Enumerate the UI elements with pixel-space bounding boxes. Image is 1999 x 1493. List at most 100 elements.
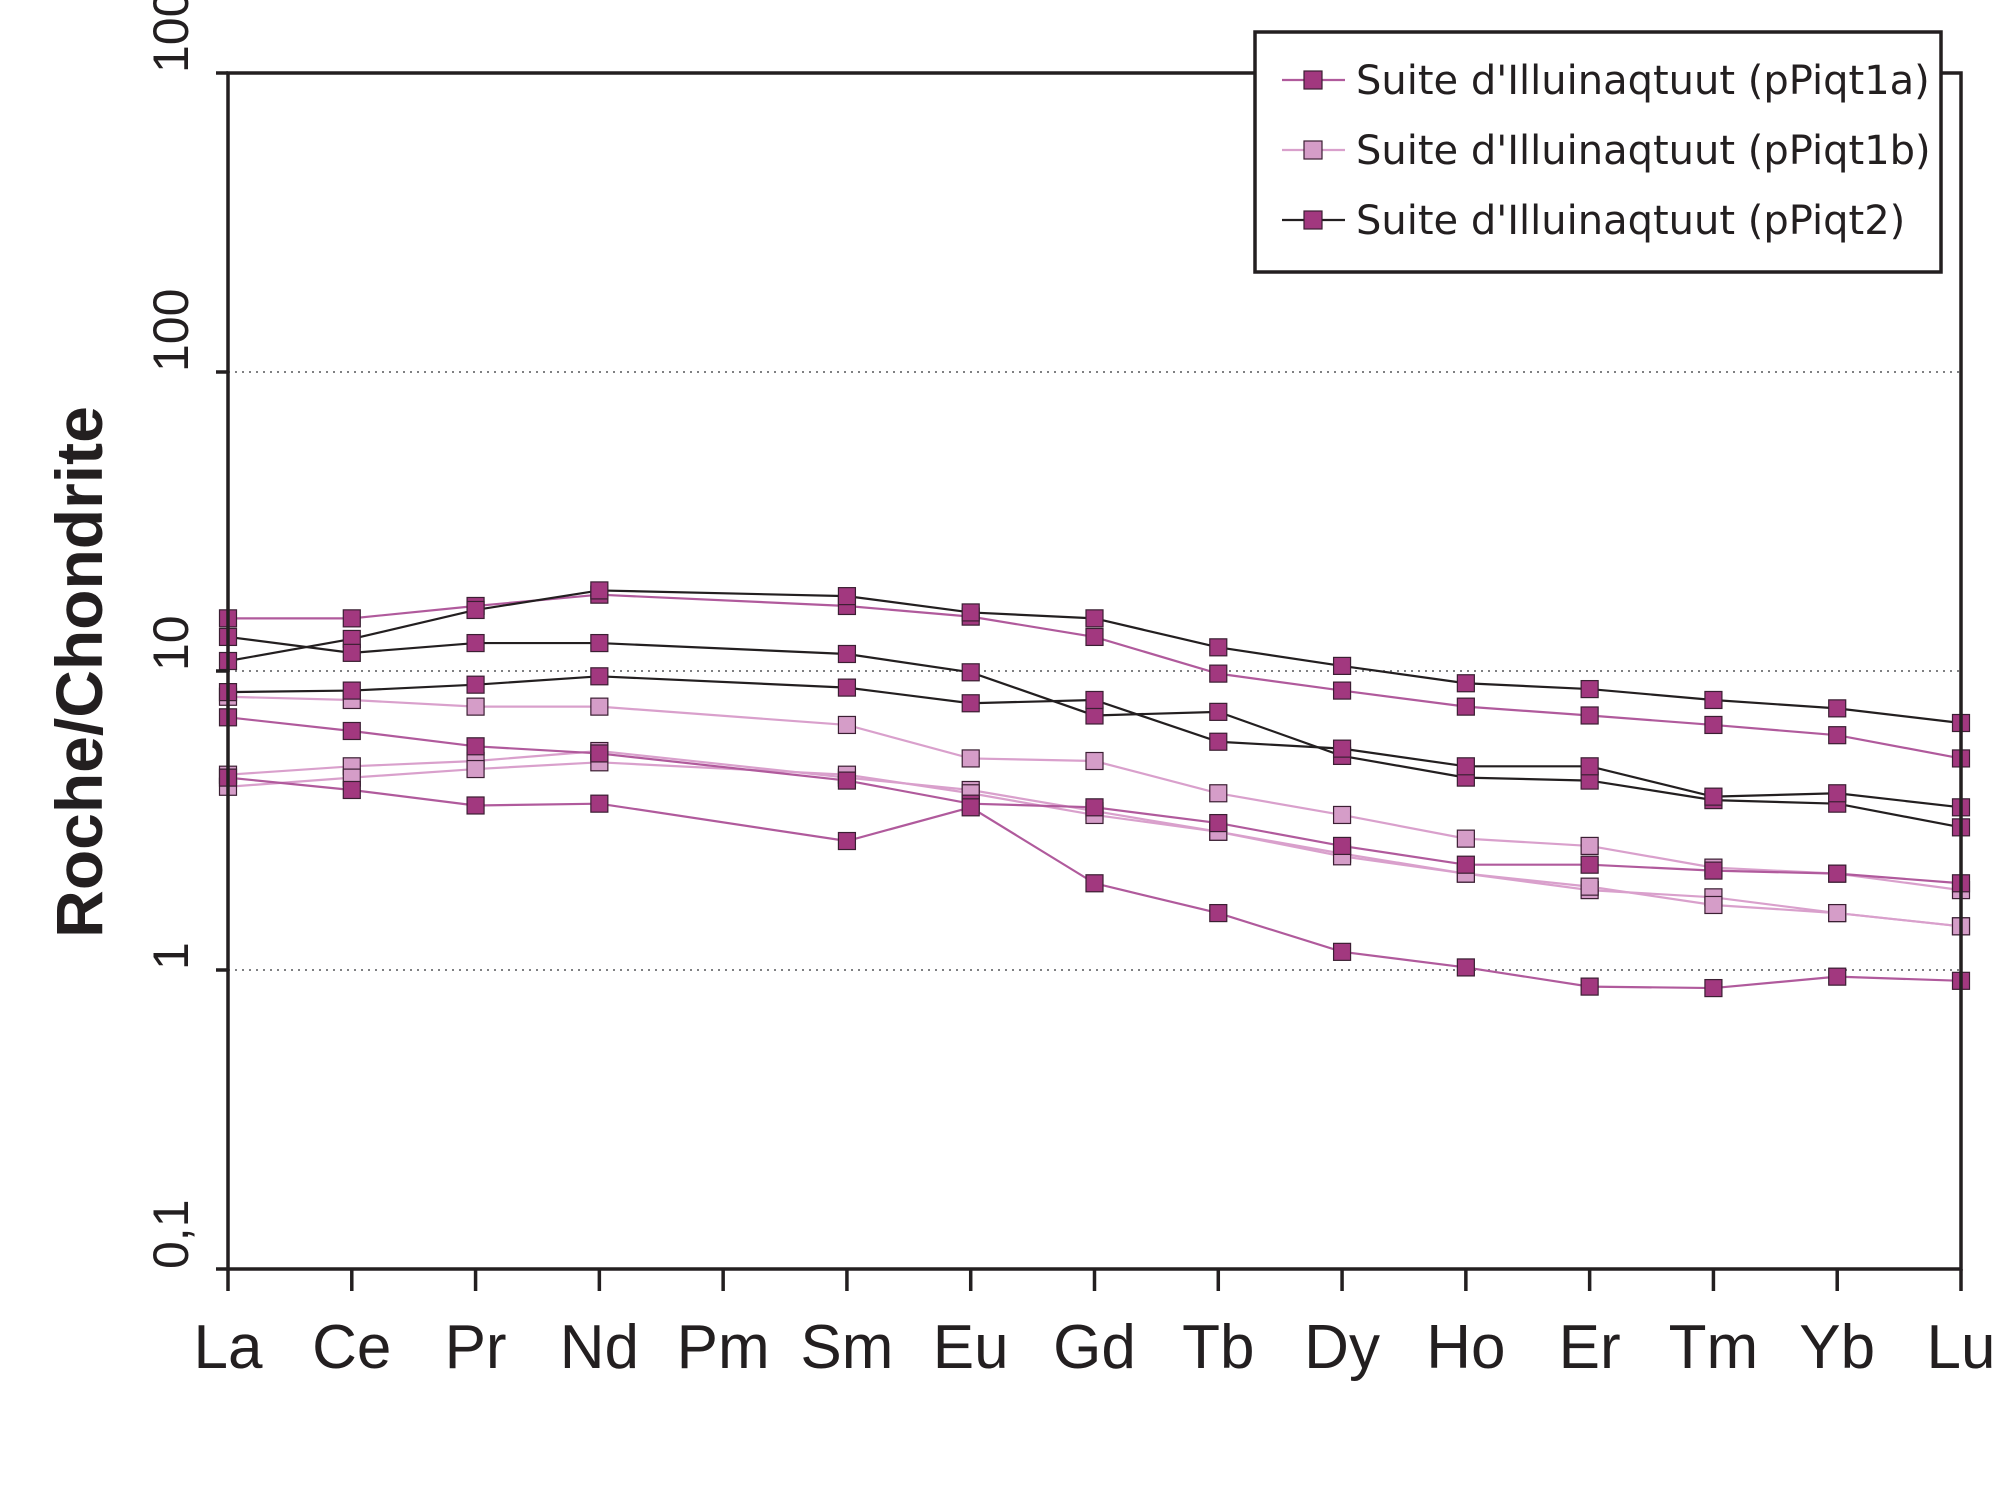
data-point [342,681,361,700]
data-point [590,744,609,763]
series-line [227,761,1962,928]
data-point [1456,674,1475,693]
data-point [1828,784,1847,803]
data-point [1580,706,1599,725]
data-point [1704,895,1723,915]
data-point [1704,978,1723,998]
data-point [837,771,857,790]
x-tick-label: Sm [800,1313,893,1382]
data-point [1704,690,1723,710]
data-point [1209,702,1228,721]
data-point [1704,715,1723,735]
data-point [590,667,609,686]
x-tick-label: Eu [933,1313,1009,1382]
data-point [961,663,980,682]
data-point [1580,836,1599,856]
data-point [1085,690,1104,710]
x-tick-label: Pm [677,1313,770,1382]
x-tick-label: La [194,1313,263,1382]
data-point [1580,757,1599,776]
x-tick-label: Ce [312,1313,391,1382]
series-pPiqt1b [218,753,1971,936]
data-point [466,633,485,653]
data-point [1704,787,1723,806]
legend-marker [1303,140,1323,160]
y-tick-label: 10 [143,615,199,671]
x-axis: La Ce Pr Nd Pm Sm Eu Gd Tb Dy Ho Er Tm Yb Lu [194,1269,1996,1382]
data-point [342,609,361,628]
legend-marker [1303,210,1323,230]
data-point [1456,757,1475,776]
data-point [1085,751,1104,771]
legend-marker [1303,70,1323,90]
legend: Suite d'Illuinaqtuut (pPiqt1a) Suite d'Il… [1253,30,1943,274]
series-line [227,716,1962,885]
data-point [590,697,609,716]
data-point [1828,903,1847,923]
data-point [590,794,609,813]
data-point [1332,942,1352,961]
x-tick-label: Lu [1927,1313,1996,1382]
legend-label: Suite d'Illuinaqtuut (pPiqt2) [1356,198,1905,244]
data-point [837,715,857,735]
data-point [837,831,857,851]
grid-lines [228,371,1961,971]
data-point [1332,805,1352,825]
data-point [466,697,485,716]
data-point [1828,967,1847,986]
y-axis-title: Roche/Chondrite [42,406,116,938]
y-tick-label: 0,1 [143,1199,199,1269]
data-point [342,780,361,800]
x-tick-label: Tm [1669,1313,1759,1382]
y-axis: 0,1 1 10 100 1000 [143,0,228,1271]
y-tick-label: 100 [143,289,199,372]
data-point [466,600,485,620]
data-point [1209,813,1228,833]
data-point [1085,798,1104,817]
series-line [228,593,1962,760]
y-tick-label: 1000 [143,0,199,73]
data-point [961,798,980,817]
data-point [1828,726,1847,745]
data-point [1580,679,1599,699]
data-point [961,603,980,622]
data-point [1209,664,1228,683]
data-point [1332,739,1352,758]
x-tick-label: Pr [445,1313,507,1382]
data-point [1580,977,1599,996]
data-point [1828,699,1847,718]
series-line [227,675,1962,809]
data-point [1580,855,1599,874]
data-point [590,581,609,600]
data-point [466,759,485,779]
x-tick-label: Nd [560,1313,639,1382]
series-pPiqt2 [218,581,1971,733]
data-point [590,633,609,653]
data-point [1209,903,1228,923]
series-line [227,776,1962,990]
data-point [1332,681,1352,700]
data-point [1828,864,1847,883]
data-point [1704,861,1723,880]
series-line [227,635,1962,829]
series-group [218,581,1971,998]
series-pPiqt2 [218,667,1971,817]
data-point [1085,706,1104,725]
data-point [342,721,361,741]
data-point [1085,627,1104,647]
x-tick-label: Tb [1182,1313,1254,1382]
x-tick-label: Dy [1304,1313,1380,1382]
data-point [1456,958,1475,977]
data-point [1085,874,1104,893]
series-line [227,695,1962,892]
legend-label: Suite d'Illuinaqtuut (pPiqt1b) [1356,128,1931,174]
x-tick-label: Er [1559,1313,1621,1382]
data-point [1456,697,1475,716]
x-tick-label: Ho [1426,1313,1505,1382]
data-point [1209,784,1228,803]
data-point [1332,836,1352,856]
data-point [1085,609,1104,628]
data-point [837,587,857,606]
data-point [837,644,857,664]
